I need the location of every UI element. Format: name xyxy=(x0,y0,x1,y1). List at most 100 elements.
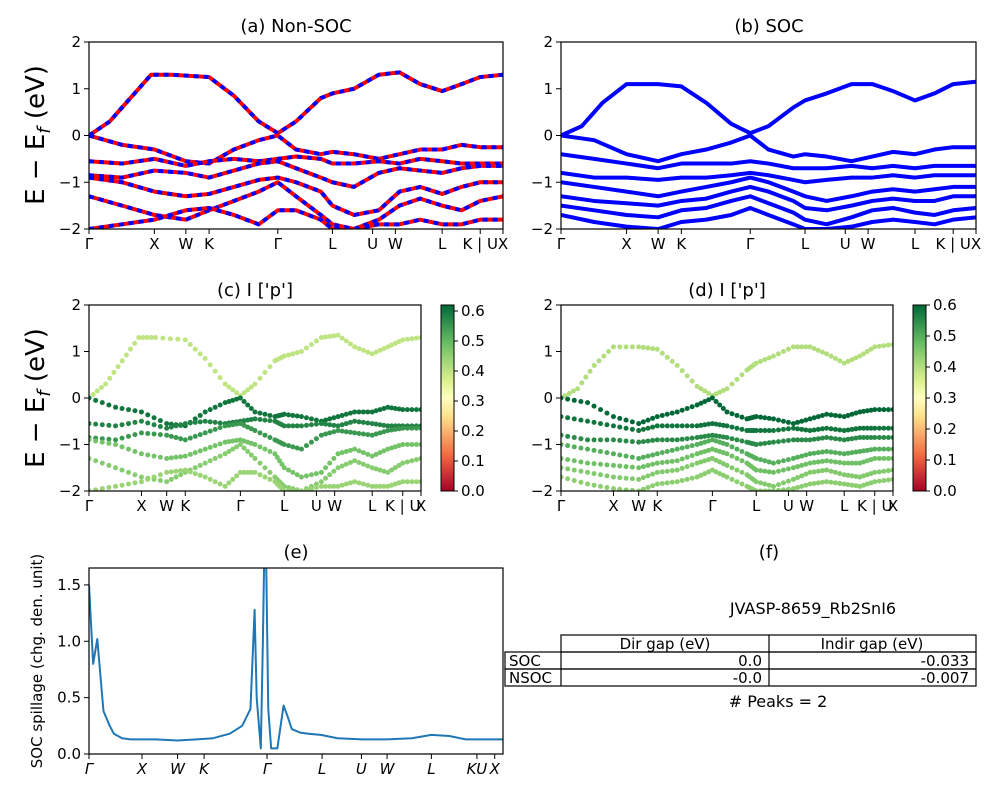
band-point xyxy=(226,384,232,390)
band-point xyxy=(674,446,680,452)
band-point xyxy=(175,336,181,342)
colorbar-tick-label: 0.5 xyxy=(933,327,957,345)
band-point xyxy=(669,458,675,464)
band-point xyxy=(561,474,564,480)
band-point xyxy=(617,463,623,469)
band-point xyxy=(113,442,119,447)
band-point xyxy=(604,422,610,428)
band-point xyxy=(212,455,218,461)
band-point xyxy=(629,344,635,350)
band-point xyxy=(561,395,564,401)
band-point xyxy=(373,431,379,437)
band-point xyxy=(281,423,287,429)
band-point xyxy=(168,424,174,430)
band-point xyxy=(585,446,591,452)
band-point xyxy=(659,423,665,429)
band-line xyxy=(561,133,976,164)
plot-frame xyxy=(88,567,504,755)
band-line xyxy=(561,175,976,203)
band-point xyxy=(197,472,203,478)
band-point xyxy=(294,472,300,478)
band-point xyxy=(318,479,324,485)
band-point xyxy=(828,449,834,455)
band-point xyxy=(222,423,228,429)
band-point xyxy=(758,457,764,463)
band-point xyxy=(257,460,263,466)
band-point xyxy=(762,357,768,363)
band-point xyxy=(885,468,891,474)
band-point xyxy=(780,487,786,491)
band-point xyxy=(226,439,232,445)
band-point xyxy=(207,458,213,464)
band-point xyxy=(360,461,366,467)
band-point xyxy=(119,358,125,364)
band-point xyxy=(811,469,817,475)
band-point xyxy=(373,466,379,472)
band-point xyxy=(758,428,764,434)
x-tick-label: K xyxy=(676,235,687,253)
y-tick-label: 0.0 xyxy=(57,745,81,763)
band-point xyxy=(327,416,333,422)
band-point xyxy=(824,351,830,357)
band-point xyxy=(669,410,675,416)
band-point xyxy=(702,433,708,439)
band-point xyxy=(636,476,642,482)
band-point xyxy=(706,433,712,439)
band-point xyxy=(828,412,834,418)
band-point xyxy=(807,416,813,422)
band-point xyxy=(775,487,781,491)
band-point xyxy=(562,393,568,399)
x-tick-label: KU xyxy=(467,760,488,778)
band-point xyxy=(698,459,704,465)
x-tick-label: U xyxy=(367,235,378,253)
band-line xyxy=(89,175,503,217)
x-tick-label: Γ xyxy=(557,497,566,515)
band-point xyxy=(837,450,843,456)
band-point xyxy=(335,332,341,338)
band-point xyxy=(706,421,712,427)
band-point xyxy=(824,479,830,485)
band-point xyxy=(872,425,878,431)
band-point xyxy=(811,460,817,466)
band-point xyxy=(684,444,690,450)
band-point xyxy=(145,420,151,426)
band-line xyxy=(561,194,976,227)
band-point xyxy=(404,336,410,342)
band-point xyxy=(819,479,825,485)
band-point xyxy=(248,384,254,390)
spillage-line xyxy=(89,568,503,750)
band-point xyxy=(785,486,791,491)
band-point xyxy=(389,405,395,411)
band-point xyxy=(126,407,132,413)
band-point xyxy=(182,421,188,427)
band-point xyxy=(148,335,154,341)
band-point xyxy=(413,335,419,341)
band-point xyxy=(832,480,838,486)
band-point xyxy=(126,469,132,475)
band-point xyxy=(698,422,704,428)
band-point xyxy=(99,436,105,442)
band-point xyxy=(702,458,708,464)
band-point xyxy=(591,447,597,453)
band-point xyxy=(864,447,870,453)
band-point xyxy=(753,455,759,461)
band-point xyxy=(313,485,319,491)
band-point xyxy=(684,454,690,460)
x-tick-label: Γ xyxy=(708,497,717,515)
band-line-dashed xyxy=(89,70,503,138)
band-point xyxy=(99,400,105,406)
band-point xyxy=(803,461,809,467)
band-point xyxy=(132,472,138,478)
band-point xyxy=(819,468,825,474)
band-point xyxy=(565,415,571,421)
x-tick-label: L xyxy=(328,235,337,253)
band-point xyxy=(396,406,402,412)
band-point xyxy=(780,426,786,432)
band-point xyxy=(566,390,572,396)
band-point xyxy=(157,418,163,424)
band-point xyxy=(93,397,99,403)
y-tick-label: 1.0 xyxy=(57,632,81,650)
band-point xyxy=(610,344,616,350)
band-point xyxy=(684,464,690,470)
